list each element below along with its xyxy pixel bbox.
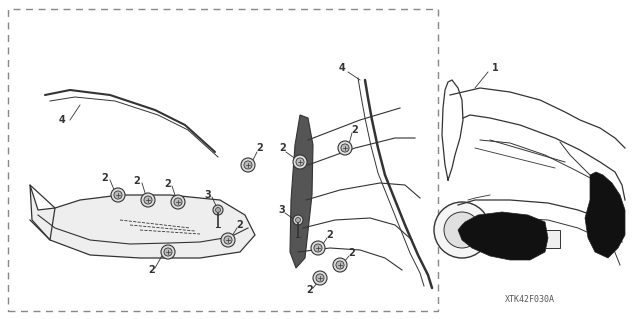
- Circle shape: [336, 261, 344, 269]
- Text: 4: 4: [59, 115, 65, 125]
- Circle shape: [144, 196, 152, 204]
- Circle shape: [314, 244, 322, 252]
- Circle shape: [114, 191, 122, 199]
- Polygon shape: [458, 212, 548, 260]
- Circle shape: [216, 207, 221, 212]
- Circle shape: [333, 258, 347, 272]
- Text: 3: 3: [205, 190, 211, 200]
- Text: 2: 2: [326, 230, 333, 240]
- Text: 2: 2: [237, 220, 243, 230]
- Circle shape: [434, 202, 490, 258]
- Text: 2: 2: [257, 143, 264, 153]
- Circle shape: [296, 158, 304, 166]
- Text: 4: 4: [339, 63, 346, 73]
- Circle shape: [444, 212, 480, 248]
- Circle shape: [311, 241, 325, 255]
- Circle shape: [241, 158, 255, 172]
- Polygon shape: [30, 185, 255, 258]
- Circle shape: [141, 193, 155, 207]
- Text: 2: 2: [102, 173, 108, 183]
- Circle shape: [316, 274, 324, 282]
- Text: 2: 2: [349, 248, 355, 258]
- Circle shape: [164, 248, 172, 256]
- Text: 3: 3: [278, 205, 285, 215]
- Polygon shape: [290, 115, 313, 268]
- Circle shape: [221, 233, 235, 247]
- Circle shape: [111, 188, 125, 202]
- Bar: [8, 9, 438, 311]
- Text: 2: 2: [164, 179, 172, 189]
- Text: XTK42F030A: XTK42F030A: [505, 295, 555, 305]
- Circle shape: [293, 155, 307, 169]
- Text: 2: 2: [280, 143, 286, 153]
- Text: 1: 1: [492, 63, 499, 73]
- Circle shape: [293, 215, 303, 225]
- Text: 2: 2: [351, 125, 358, 135]
- Polygon shape: [585, 172, 625, 258]
- Circle shape: [161, 245, 175, 259]
- Text: 2: 2: [148, 265, 156, 275]
- Circle shape: [213, 205, 223, 215]
- Circle shape: [244, 161, 252, 169]
- Text: 2: 2: [307, 285, 314, 295]
- Circle shape: [313, 271, 327, 285]
- Circle shape: [341, 144, 349, 152]
- Circle shape: [171, 195, 185, 209]
- Circle shape: [224, 236, 232, 244]
- Text: 2: 2: [134, 176, 140, 186]
- Circle shape: [174, 198, 182, 206]
- Circle shape: [338, 141, 352, 155]
- Bar: [522, 230, 560, 248]
- Circle shape: [296, 218, 301, 222]
